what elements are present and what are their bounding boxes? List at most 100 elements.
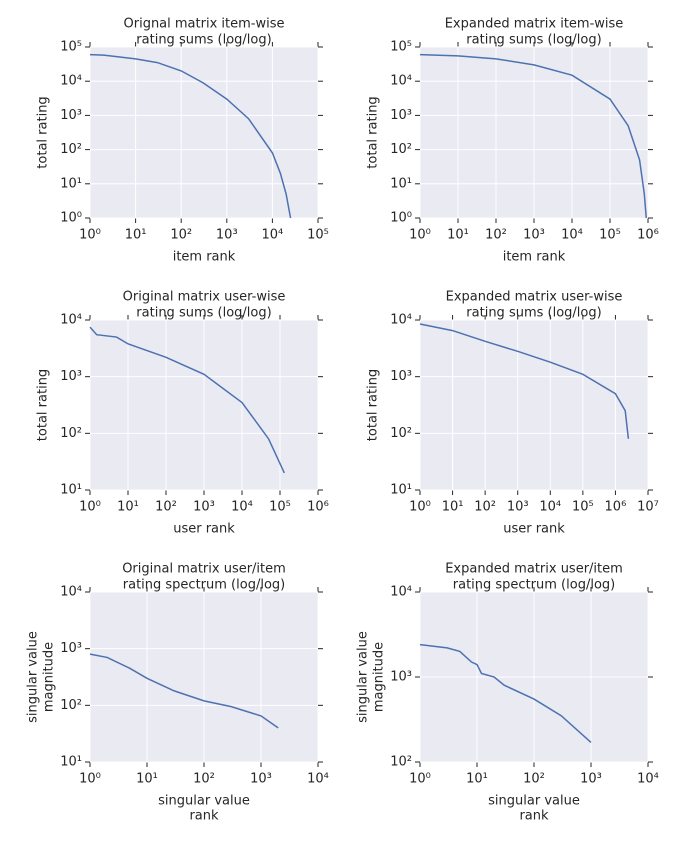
y-tick-label: 10² xyxy=(60,426,82,441)
chart-title: Orignal matrix item-wise xyxy=(124,17,285,32)
x-axis-label: rank xyxy=(189,809,219,824)
x-axis-label: user rank xyxy=(503,522,565,537)
x-tick-label: 10⁰ xyxy=(79,228,101,243)
y-tick-label: 10¹ xyxy=(390,176,412,191)
x-tick-label: 10⁰ xyxy=(79,500,101,515)
x-tick-label: 10¹ xyxy=(125,228,147,243)
y-axis-label: total rating xyxy=(366,96,381,168)
y-axis-label: singular value xyxy=(356,631,371,723)
x-tick-label: 10⁴ xyxy=(231,500,253,515)
chart-title: rating spectrum (log/log) xyxy=(453,578,615,593)
chart-title: Original matrix user-wise xyxy=(123,290,286,305)
x-tick-label: 10⁷ xyxy=(637,500,659,515)
y-tick-label: 10¹ xyxy=(60,755,82,770)
x-tick-label: 10⁶ xyxy=(605,500,627,515)
x-tick-label: 10² xyxy=(155,500,177,515)
x-tick-label: 10¹ xyxy=(447,228,469,243)
chart-title: Expanded matrix user-wise xyxy=(446,290,623,305)
plot-background xyxy=(420,320,648,490)
y-tick-label: 10⁴ xyxy=(390,313,412,328)
line xyxy=(419,643,592,743)
y-tick-label: 10² xyxy=(390,426,412,441)
y-tick-label: 10¹ xyxy=(390,483,412,498)
x-axis-label: item rank xyxy=(503,250,566,265)
x-tick-label: 10⁴ xyxy=(539,500,561,515)
y-tick-label: 10³ xyxy=(390,108,412,123)
y-axis-label: singular value xyxy=(26,631,41,723)
x-tick-label: 10³ xyxy=(216,228,238,243)
x-tick-label: 10² xyxy=(485,228,507,243)
y-tick-label: 10⁴ xyxy=(390,585,412,600)
y-tick-label: 10¹ xyxy=(60,483,82,498)
y-tick-label: 10³ xyxy=(390,369,412,384)
x-axis-label: singular value xyxy=(488,794,580,809)
y-tick-label: 10⁴ xyxy=(60,585,82,600)
y-tick-label: 10³ xyxy=(60,641,82,656)
x-tick-label: 10² xyxy=(474,500,496,515)
chart-title: Original matrix user/item xyxy=(122,562,286,577)
x-tick-label: 10³ xyxy=(580,772,602,787)
x-tick-label: 10⁰ xyxy=(409,500,431,515)
y-axis-label: total rating xyxy=(36,96,51,168)
x-tick-label: 10⁰ xyxy=(79,772,101,787)
chart-title: rating sums (log/log) xyxy=(136,306,271,321)
x-axis-label: user rank xyxy=(173,522,235,537)
chart-title: Expanded matrix item-wise xyxy=(445,17,624,32)
plot-background xyxy=(90,47,318,218)
x-tick-label: 10⁵ xyxy=(307,228,329,243)
y-tick-label: 10⁵ xyxy=(60,40,82,55)
x-tick-label: 10² xyxy=(193,772,215,787)
x-axis-label: item rank xyxy=(173,250,236,265)
chart-title: rating spectrum (log/log) xyxy=(123,578,285,593)
line xyxy=(89,653,279,729)
y-tick-label: 10⁰ xyxy=(60,211,82,226)
x-tick-label: 10³ xyxy=(193,500,215,515)
x-axis-label: rank xyxy=(519,809,549,824)
chart-title: Expanded matrix user/item xyxy=(445,562,623,577)
y-tick-label: 10⁵ xyxy=(390,40,412,55)
x-tick-label: 10² xyxy=(523,772,545,787)
x-tick-label: 10⁶ xyxy=(637,228,659,243)
y-axis-label: magnitude xyxy=(372,642,387,712)
y-tick-label: 10² xyxy=(60,698,82,713)
y-axis-label: total rating xyxy=(366,369,381,441)
line xyxy=(419,53,648,219)
x-tick-label: 10² xyxy=(170,228,192,243)
y-tick-label: 10² xyxy=(390,755,412,770)
y-tick-label: 10³ xyxy=(390,670,412,685)
x-tick-label: 10⁰ xyxy=(409,772,431,787)
y-tick-label: 10² xyxy=(390,142,412,157)
x-tick-label: 10⁶ xyxy=(307,500,329,515)
x-tick-label: 10¹ xyxy=(442,500,464,515)
x-tick-label: 10⁴ xyxy=(637,772,659,787)
y-tick-label: 10³ xyxy=(60,108,82,123)
x-tick-label: 10³ xyxy=(250,772,272,787)
x-tick-label: 10¹ xyxy=(117,500,139,515)
y-axis-label: total rating xyxy=(36,369,51,441)
x-tick-label: 10⁴ xyxy=(561,228,583,243)
x-axis-label: singular value xyxy=(158,794,250,809)
y-tick-label: 10¹ xyxy=(60,176,82,191)
x-tick-label: 10⁵ xyxy=(269,500,291,515)
x-tick-label: 10⁵ xyxy=(599,228,621,243)
y-tick-label: 10² xyxy=(60,142,82,157)
x-tick-label: 10⁴ xyxy=(307,772,329,787)
y-axis-label: magnitude xyxy=(42,642,57,712)
chart-title: rating sums (log/log) xyxy=(466,306,601,321)
y-tick-label: 10³ xyxy=(60,369,82,384)
y-tick-label: 10⁰ xyxy=(390,211,412,226)
chart-title: rating sums (log/log) xyxy=(466,33,601,48)
x-tick-label: 10¹ xyxy=(466,772,488,787)
x-tick-label: 10⁵ xyxy=(572,500,594,515)
line xyxy=(89,53,292,219)
y-tick-label: 10⁴ xyxy=(60,74,82,89)
chart-title: rating sums (log/log) xyxy=(136,33,271,48)
x-tick-label: 10⁴ xyxy=(262,228,284,243)
x-tick-label: 10⁰ xyxy=(409,228,431,243)
x-tick-label: 10¹ xyxy=(136,772,158,787)
x-tick-label: 10³ xyxy=(507,500,529,515)
line xyxy=(419,323,630,439)
y-tick-label: 10⁴ xyxy=(60,313,82,328)
line xyxy=(89,326,286,474)
